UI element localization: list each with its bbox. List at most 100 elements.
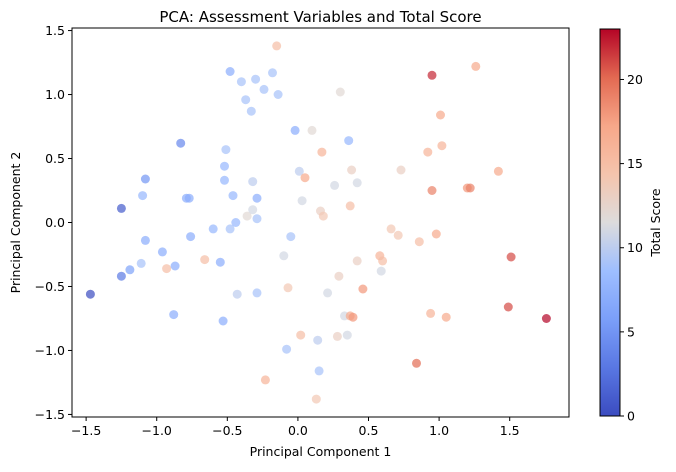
- scatter-point: [246, 106, 256, 116]
- colorbar: [599, 28, 621, 417]
- scatter-point: [290, 125, 300, 135]
- y-tick-label: 0.5: [45, 151, 65, 166]
- scatter-point: [396, 165, 406, 175]
- scatter-point: [218, 316, 228, 326]
- scatter-point: [318, 211, 328, 221]
- colorbar-tick-label: 20: [627, 72, 643, 87]
- scatter-point: [423, 147, 433, 157]
- colorbar-axis: 0 5 10 15 20: [620, 72, 643, 424]
- scatter-point: [294, 166, 304, 176]
- scatter-point: [215, 257, 225, 267]
- scatter-point: [286, 232, 296, 242]
- scatter-point: [268, 68, 277, 78]
- x-tick-label: −0.5: [212, 423, 242, 438]
- scatter-point: [184, 193, 194, 203]
- scatter-point: [314, 366, 324, 376]
- scatter-point: [273, 90, 283, 99]
- scatter-point: [358, 284, 368, 294]
- y-tick-label: −0.5: [35, 279, 65, 294]
- scatter-point: [311, 394, 321, 404]
- scatter-point: [313, 335, 323, 345]
- scatter-point: [236, 77, 246, 87]
- scatter-point: [170, 261, 180, 271]
- scatter-point: [252, 288, 262, 298]
- scatter-point: [125, 265, 135, 275]
- scatter-point: [352, 178, 362, 188]
- colorbar-tick-label: 15: [627, 156, 643, 171]
- scatter-point: [138, 191, 148, 201]
- scatter-point: [200, 255, 210, 265]
- scatter-point: [225, 224, 235, 234]
- scatter-point: [307, 125, 317, 135]
- scatter-point: [259, 84, 269, 94]
- scatter-point: [85, 289, 95, 299]
- x-tick-label: 0.5: [359, 423, 379, 438]
- scatter-point: [330, 180, 340, 190]
- plot-frame: [71, 27, 570, 418]
- colorbar-tick-label: 0: [627, 409, 635, 424]
- scatter-point: [323, 288, 333, 298]
- y-axis: −1.5 −1.0 −0.5 0.0 0.5 1.0 1.5: [35, 23, 72, 422]
- colorbar-tick-label: 10: [627, 240, 643, 255]
- scatter-point: [136, 258, 146, 268]
- scatter-point: [231, 218, 241, 227]
- scatter-point: [140, 235, 150, 245]
- scatter-point: [296, 330, 306, 340]
- scatter-point: [248, 205, 258, 215]
- scatter-point: [162, 264, 172, 274]
- x-axis: −1.5 −1.0 −0.5 0.0 0.5 1.0 1.5: [71, 417, 520, 438]
- scatter-point: [378, 256, 388, 266]
- y-tick-label: 1.5: [45, 23, 65, 38]
- y-tick-label: −1.0: [35, 343, 65, 358]
- scatter-point: [342, 330, 352, 340]
- scatter-point: [208, 224, 218, 234]
- scatter-point: [282, 344, 292, 354]
- y-tick-label: −1.5: [35, 407, 65, 422]
- scatter-point: [317, 147, 327, 157]
- colorbar-tick-label: 5: [627, 324, 635, 339]
- scatter-point: [297, 196, 307, 206]
- scatter-point: [506, 252, 516, 262]
- scatter-point: [251, 74, 261, 84]
- scatter-point: [157, 247, 167, 257]
- scatter-point: [436, 110, 445, 120]
- scatter-point: [260, 375, 270, 385]
- scatter-point: [241, 95, 251, 105]
- scatter-point: [232, 289, 242, 299]
- x-tick-label: 1.0: [429, 423, 449, 438]
- scatter-point: [225, 67, 235, 76]
- scatter-point: [426, 308, 436, 318]
- scatter-point: [186, 232, 196, 242]
- scatter-point: [334, 271, 344, 281]
- scatter-point: [220, 175, 229, 185]
- x-tick-label: −1.0: [142, 423, 172, 438]
- y-tick-label: 0.0: [45, 215, 65, 230]
- scatter-point: [283, 283, 293, 293]
- scatter-point: [465, 183, 475, 193]
- chart-title: PCA: Assessment Variables and Total Scor…: [159, 8, 481, 26]
- scatter-point: [393, 230, 403, 240]
- scatter-point: [169, 310, 179, 320]
- scatter-points: [85, 41, 551, 404]
- scatter-point: [493, 166, 503, 176]
- scatter-point: [279, 251, 289, 261]
- scatter-point: [335, 87, 345, 97]
- scatter-point: [252, 214, 262, 224]
- scatter-point: [347, 165, 357, 175]
- scatter-point: [252, 193, 262, 203]
- scatter-point: [221, 145, 231, 155]
- scatter-point: [332, 331, 342, 341]
- scatter-point: [272, 41, 282, 51]
- scatter-point: [140, 174, 150, 184]
- colorbar-label: Total Score: [648, 188, 663, 257]
- scatter-point: [431, 229, 441, 239]
- scatter-point: [242, 211, 252, 221]
- scatter-point: [427, 70, 437, 80]
- scatter-point: [348, 312, 358, 322]
- scatter-point: [386, 224, 396, 234]
- x-tick-label: 1.5: [500, 423, 520, 438]
- scatter-point: [300, 173, 310, 183]
- scatter-point: [376, 266, 386, 276]
